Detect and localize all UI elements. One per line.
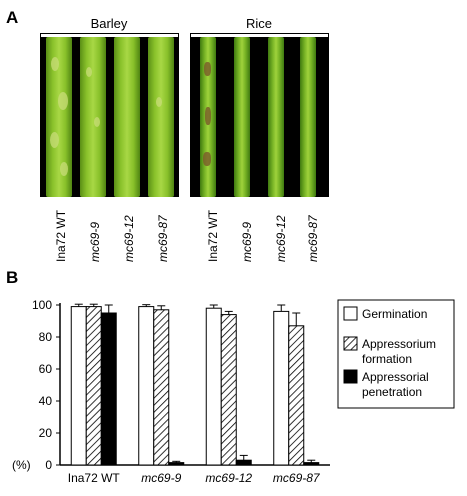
- barley-leaf-mc69-87: [148, 37, 174, 197]
- legend-label: Germination: [362, 307, 427, 321]
- bar-appressorium-formation: [153, 309, 170, 466]
- legend-swatch: [343, 306, 358, 321]
- legend-label: penetration: [362, 385, 422, 399]
- bar-germination: [273, 310, 290, 466]
- barley-leaf-photo: [40, 37, 179, 197]
- rice-bracket: [190, 33, 329, 38]
- legend-label: Appressorial: [362, 370, 429, 384]
- group-title-barley: Barley: [90, 16, 128, 31]
- panel-b-letter: B: [6, 268, 19, 287]
- y-tick-label: 80: [39, 330, 53, 344]
- legend-swatch: [343, 369, 358, 384]
- y-tick-label: 60: [39, 362, 53, 376]
- group-title-rice: Rice: [245, 16, 272, 31]
- x-tick-label: mc69-9: [141, 471, 181, 485]
- bar-appressorial-penetration: [303, 462, 320, 466]
- bar-appressorial-penetration: [168, 462, 185, 466]
- bar-appressorium-formation: [85, 306, 102, 466]
- legend-label: Appressorium: [362, 337, 436, 351]
- bar-germination: [70, 306, 87, 466]
- x-tick-label: mc69-87: [273, 471, 321, 485]
- y-tick-label: 0: [45, 458, 52, 472]
- y-tick-label: 100: [32, 298, 52, 312]
- barley-leaf-mc69-12: [114, 37, 140, 197]
- bar-germination: [138, 306, 155, 466]
- x-tick-label: Ina72 WT: [68, 471, 121, 485]
- x-tick-label: mc69-12: [205, 471, 252, 485]
- rice-leaf-photo: [190, 37, 329, 197]
- legend-swatch: [343, 336, 358, 351]
- panel-a-letter: A: [6, 8, 19, 27]
- bar-appressorium-formation: [220, 314, 237, 466]
- bar-appressorium-formation: [288, 325, 305, 466]
- y-axis-label: (%): [12, 458, 31, 472]
- barley-bracket: [40, 33, 179, 38]
- rice-leaf-mc69-87: [300, 37, 316, 197]
- bar-appressorial-penetration: [235, 459, 252, 466]
- rice-leaf-wt: [200, 37, 216, 197]
- barley-leaf-wt: [46, 37, 72, 197]
- y-tick-label: 40: [39, 394, 53, 408]
- y-tick-label: 20: [39, 426, 53, 440]
- legend-label: formation: [362, 352, 412, 366]
- rice-leaf-mc69-9: [234, 37, 250, 197]
- bar-appressorial-penetration: [100, 312, 117, 466]
- rice-leaf-mc69-12: [268, 37, 284, 197]
- barley-leaf-mc69-9: [80, 37, 106, 197]
- bar-germination: [205, 307, 222, 466]
